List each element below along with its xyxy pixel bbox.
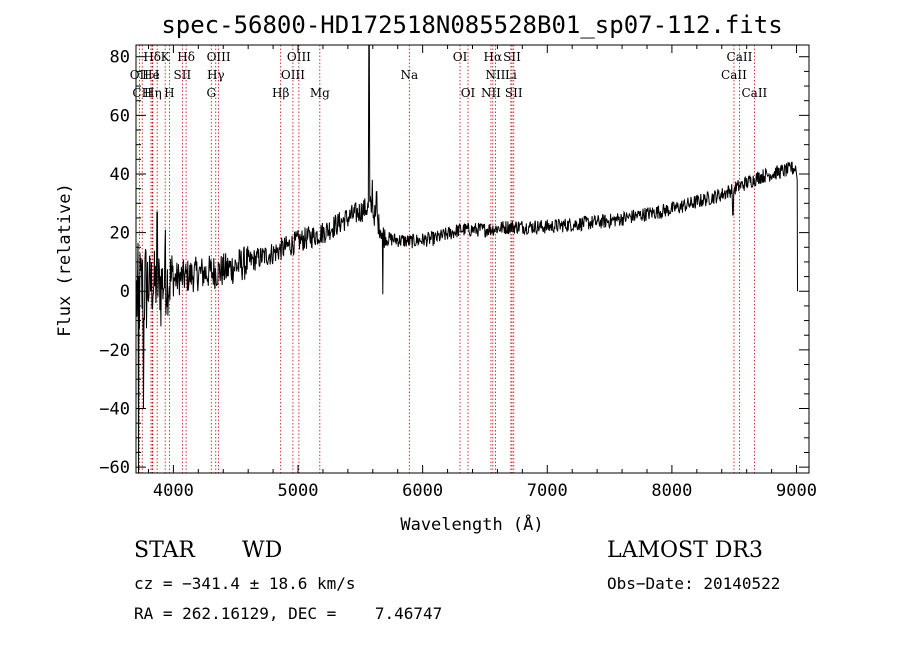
line-label: CaII [727,50,753,64]
line-label: OII [130,68,150,82]
y-tick-label: −20 [99,341,130,361]
y-axis-label: Flux (relative) [55,183,75,337]
chart-title: spec-56800-HD172518N085528B01_sp07-112.f… [161,11,782,39]
y-tick-label: 0 [120,282,130,302]
line-label: K [161,50,171,64]
line-label: CH [132,86,152,100]
object-class: STAR [134,538,195,563]
x-tick-label: 5000 [278,481,319,501]
coordinates: RA = 262.16129, DEC = 7.46747 [134,604,443,623]
line-label: Li [505,68,517,82]
x-tick-label: 4000 [153,481,194,501]
line-label: OI [453,50,468,64]
identification-lines [138,45,755,473]
line-label: He [142,68,160,82]
line-label: NII [485,68,505,82]
line-label: OIII [281,68,305,82]
line-label: I [155,68,160,82]
observation-date: Obs−Date: 20140522 [607,574,781,593]
line-label: CaII [721,68,747,82]
line-label: OIII [207,50,231,64]
line-label: Hδ [177,50,195,64]
line-label: NII [481,86,501,100]
x-axis: 4000 5000 6000 7000 8000 9000 [147,45,817,501]
line-label: G [206,86,216,100]
y-tick-label: 20 [110,224,130,244]
line-label: Na [400,68,418,82]
y-tick-label: −40 [99,400,130,420]
line-label: SII [503,50,521,64]
x-tick-label: 9000 [776,481,817,501]
y-tick-label: 60 [110,106,130,126]
x-tick-label: 8000 [651,481,692,501]
spectrum-series [136,44,798,474]
plot-frame [135,44,810,474]
line-label: SII [174,68,192,82]
line-label: CaII [741,86,767,100]
line-label: SII [505,86,523,100]
line-label: Hη [144,86,162,100]
line-label: OI [461,86,476,100]
y-axis: −60 −40 −20 0 20 40 60 80 [99,48,809,478]
survey-name: LAMOST DR3 [607,538,763,563]
x-axis-label: Wavelength (Å) [400,513,543,535]
x-tick-label: 7000 [527,481,568,501]
x-tick-label: 6000 [402,481,443,501]
line-label: H [164,86,174,100]
y-tick-label: −60 [99,458,130,478]
redshift-info: cz = −341.4 ± 18.6 km/s [134,574,356,593]
line-label: OIII [287,50,311,64]
object-subclass: WD [242,538,283,563]
y-tick-label: 80 [110,48,130,68]
line-label: Mg [310,86,330,100]
line-label: Hγ [207,68,225,82]
y-tick-label: 40 [110,165,130,185]
line-label: Hδ [143,50,161,64]
line-label: Hα [484,50,503,64]
line-label: Hβ [272,86,289,100]
